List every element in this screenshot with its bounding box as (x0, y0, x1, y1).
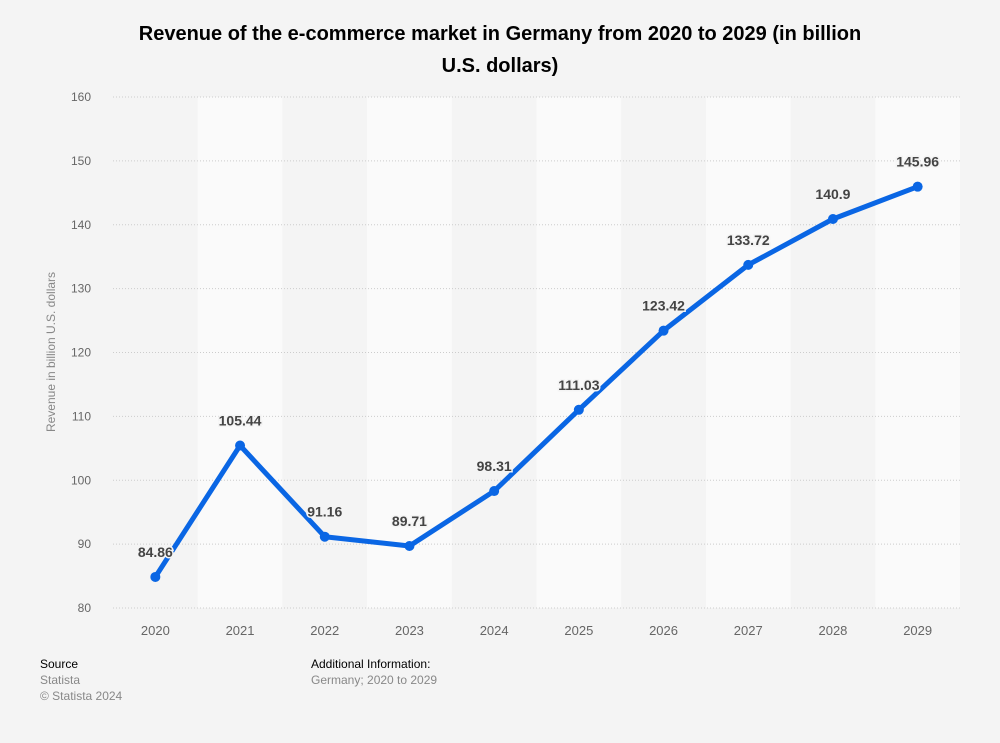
additional-info-text: Germany; 2020 to 2029 (311, 673, 438, 687)
data-point (743, 259, 754, 270)
x-tick-label: 2024 (480, 623, 509, 638)
data-point (404, 540, 415, 551)
copyright: © Statista 2024 (40, 689, 123, 703)
data-label: 91.16 (307, 504, 342, 520)
y-tick-label: 80 (78, 601, 92, 615)
x-tick-label: 2027 (734, 623, 763, 638)
data-label: 98.31 (477, 458, 512, 474)
data-point (489, 486, 500, 497)
x-tick-label: 2023 (395, 623, 424, 638)
y-tick-label: 110 (72, 409, 91, 423)
data-label: 123.42 (642, 298, 685, 314)
chart-title-line-1: Revenue of the e-commerce market in Germ… (138, 23, 862, 45)
source-heading: Source (40, 657, 79, 671)
data-label: 84.86 (138, 544, 173, 560)
x-axis-ticks: 2020 2021 2022 2023 2024 2025 2026 2027 2028 2029 (141, 623, 932, 638)
x-tick-label: 2026 (649, 623, 678, 638)
y-tick-label: 100 (71, 473, 91, 487)
y-axis-label: Revenue in billion U.S. dollars (44, 272, 58, 432)
chart-title: Revenue of the e-commerce market in Germ… (0, 18, 1000, 82)
data-point (235, 440, 246, 451)
series-line (152, 184, 921, 580)
y-tick-label: 140 (71, 218, 91, 232)
gridlines (113, 96, 960, 609)
data-label: 89.71 (392, 513, 427, 529)
y-tick-label: 120 (71, 346, 91, 360)
y-tick-label: 130 (71, 282, 91, 296)
x-tick-label: 2022 (310, 623, 339, 638)
data-point (150, 571, 161, 582)
data-label: 140.9 (815, 186, 850, 202)
data-point (658, 325, 669, 336)
additional-info-heading: Additional Information: (311, 657, 431, 671)
category-band (197, 97, 283, 608)
data-label: 105.44 (219, 413, 262, 429)
data-point (573, 404, 584, 415)
source-block: Source Statista © Statista 2024 (40, 656, 122, 704)
data-point (912, 181, 923, 192)
data-label: 111.03 (558, 377, 599, 393)
series-revenue (150, 181, 923, 582)
data-point (827, 214, 838, 225)
category-band (367, 97, 452, 608)
source-name[interactable]: Statista (40, 673, 81, 687)
y-tick-label: 160 (71, 90, 91, 104)
x-tick-label: 2021 (226, 623, 255, 638)
x-tick-label: 2029 (903, 623, 932, 638)
x-tick-label: 2020 (141, 623, 170, 638)
y-tick-label: 150 (71, 154, 91, 168)
y-axis-ticks: 80 90 100 110 120 130 140 150 160 (71, 90, 91, 615)
data-label: 133.72 (727, 232, 770, 248)
data-labels: 84.86 105.44 91.16 89.71 98.31 111.03 123.42 13… (136, 152, 940, 561)
data-label: 145.96 (896, 154, 939, 170)
additional-info-block: Additional Information: Germany; 2020 to… (311, 656, 437, 688)
data-point (319, 531, 330, 542)
x-tick-label: 2028 (818, 623, 847, 638)
category-band (705, 97, 791, 608)
x-tick-label: 2025 (564, 623, 593, 638)
y-tick-label: 90 (78, 537, 92, 551)
chart-title-line-2: U.S. dollars) (441, 55, 559, 77)
